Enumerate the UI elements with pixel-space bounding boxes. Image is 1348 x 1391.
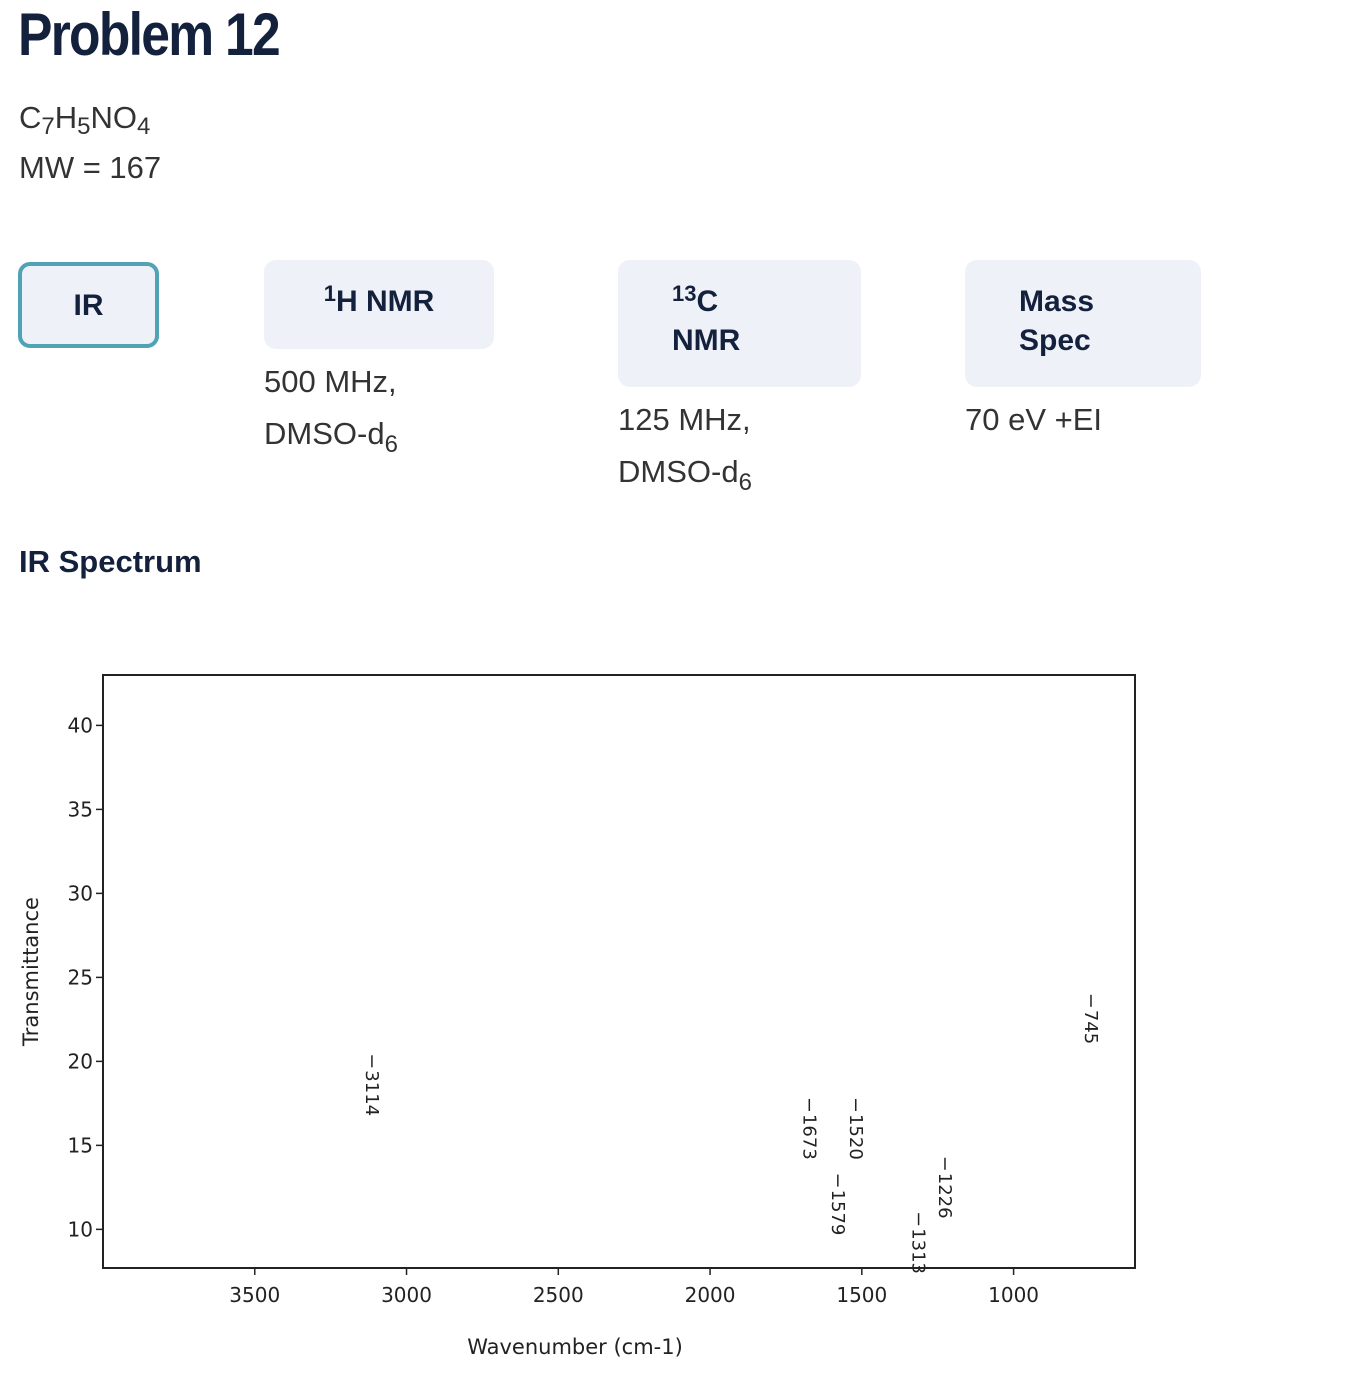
- peak-label: 1579: [827, 1190, 848, 1236]
- tab-label-block: 13C NMR: [672, 282, 772, 360]
- y-tick-label: 15: [68, 1133, 93, 1157]
- formula-sub: 7: [41, 113, 55, 140]
- formula: C7H5NO4: [19, 100, 150, 141]
- tab-note: 125 MHz, DMSO-d6: [618, 394, 861, 509]
- note-sub: 6: [738, 469, 752, 496]
- tab-label: Mass Spec: [1019, 285, 1095, 357]
- formula-sub: 5: [77, 113, 91, 140]
- peak-label: 1673: [798, 1114, 819, 1160]
- formula-part: NO: [90, 100, 138, 135]
- plot-frame: [102, 674, 1136, 1269]
- tab-label-block: IR: [22, 286, 155, 325]
- tab-button[interactable]: 1H NMR: [264, 260, 494, 349]
- note-text: 125 MHz, DMSO-d: [618, 402, 751, 489]
- peak-label: 1313: [908, 1228, 929, 1274]
- tab-button[interactable]: Mass Spec: [965, 260, 1201, 387]
- y-axis-label: Transmittance: [19, 897, 43, 1047]
- formula-part: C: [19, 100, 42, 135]
- tab-label: H NMR: [335, 285, 435, 318]
- x-tick-label: 1000: [988, 1283, 1039, 1307]
- peak-label: 1226: [934, 1173, 955, 1219]
- x-tick-label: 2000: [685, 1283, 736, 1307]
- tab-button[interactable]: 13C NMR: [618, 260, 861, 387]
- note-sub: 6: [384, 431, 398, 458]
- y-tick-label: 20: [68, 1049, 93, 1073]
- tab-label-block: 1H NMR: [264, 282, 494, 321]
- y-tick-label: 30: [68, 881, 93, 905]
- y-tick-label: 10: [68, 1217, 93, 1241]
- tab-label-sup: 1: [323, 281, 336, 306]
- y-tick-label: 40: [68, 713, 93, 737]
- tab-label: C NMR: [672, 285, 741, 357]
- note-text: 500 MHz, DMSO-d: [264, 364, 397, 451]
- x-tick-label: 1500: [836, 1283, 887, 1307]
- peak-label: 1520: [845, 1114, 866, 1160]
- tab-label-block: Mass Spec: [1019, 282, 1119, 360]
- y-tick-label: 35: [68, 797, 93, 821]
- section-title: IR Spectrum: [19, 544, 202, 579]
- tab-label-sup: 13: [672, 281, 697, 306]
- note-text: 70 eV +EI: [965, 402, 1103, 437]
- formula-sub: 4: [137, 113, 151, 140]
- tab-button[interactable]: IR: [18, 262, 159, 348]
- page-title: Problem 12: [18, 1, 281, 68]
- x-tick-label: 3000: [381, 1283, 432, 1307]
- tab-note: 70 eV +EI: [965, 394, 1201, 446]
- x-tick-label: 3500: [229, 1283, 280, 1307]
- tab-note: 500 MHz, DMSO-d6: [264, 356, 494, 471]
- x-axis-label: Wavenumber (cm-1): [467, 1335, 683, 1359]
- tab-label: IR: [73, 289, 104, 322]
- peak-label: 745: [1080, 1010, 1101, 1044]
- x-tick-label: 2500: [533, 1283, 584, 1307]
- peak-label: 3114: [361, 1070, 382, 1116]
- formula-part: H: [54, 100, 78, 135]
- y-tick-label: 25: [68, 965, 93, 989]
- molecular-weight: MW = 167: [19, 150, 162, 185]
